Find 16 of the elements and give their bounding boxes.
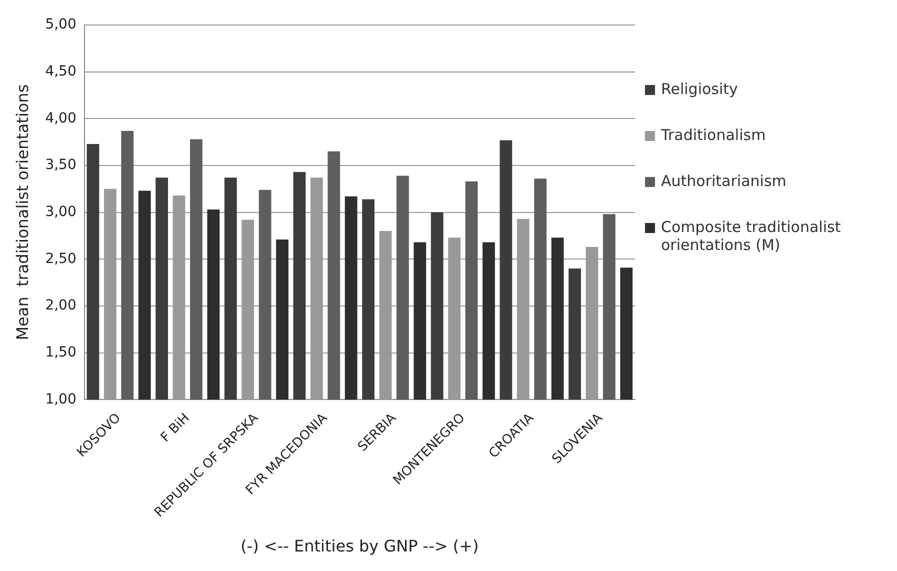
legend-label: Composite traditionalist orientations (M) xyxy=(661,218,842,254)
y-tick-label: 2,00 xyxy=(45,298,76,314)
x-axis-title: (-) <-- Entities by GNP --> (+) xyxy=(240,536,479,556)
y-tick-label: 5,00 xyxy=(45,16,76,33)
legend-label: Authoritarianism xyxy=(661,172,786,190)
y-tick-label: 3,50 xyxy=(45,157,76,174)
y-tick-label: 4,00 xyxy=(45,110,76,126)
y-tick-label: 3,00 xyxy=(45,204,76,220)
y-tick-label: 4,50 xyxy=(45,63,76,80)
y-tick-label: 1,50 xyxy=(45,344,76,360)
y-tick-label: 2,50 xyxy=(45,250,76,267)
legend-label: Religiosity xyxy=(661,80,738,98)
y-tick-label: 1,00 xyxy=(45,391,76,408)
y-axis-title: Mean traditionalist orientations xyxy=(12,84,32,340)
x-tick-label: F BiH xyxy=(158,410,193,446)
legend-label: Traditionalism xyxy=(661,126,766,144)
